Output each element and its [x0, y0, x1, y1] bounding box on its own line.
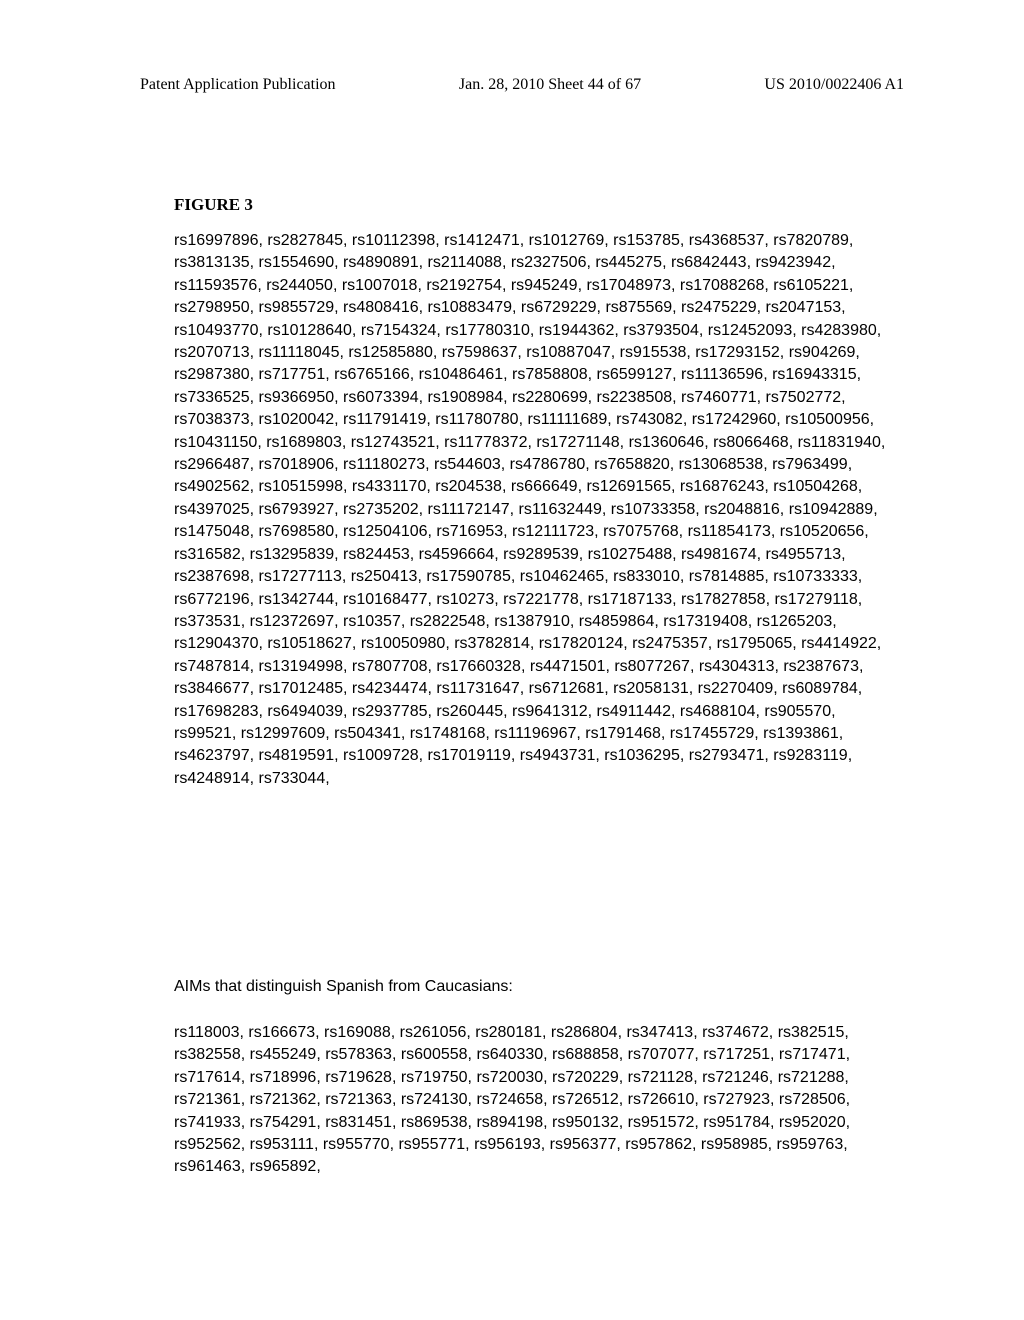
header-center: Jan. 28, 2010 Sheet 44 of 67 — [459, 76, 641, 94]
rsid-list-block-2: rs118003, rs166673, rs169088, rs261056, … — [174, 1022, 894, 1179]
header-right: US 2010/0022406 A1 — [764, 76, 904, 94]
header-left: Patent Application Publication — [140, 76, 336, 94]
rsid-list-block-1: rs16997896, rs2827845, rs10112398, rs141… — [174, 230, 894, 790]
section-subtitle: AIMs that distinguish Spanish from Cauca… — [174, 978, 513, 996]
figure-title: FIGURE 3 — [174, 195, 253, 215]
page-header: Patent Application Publication Jan. 28, … — [0, 76, 1024, 94]
